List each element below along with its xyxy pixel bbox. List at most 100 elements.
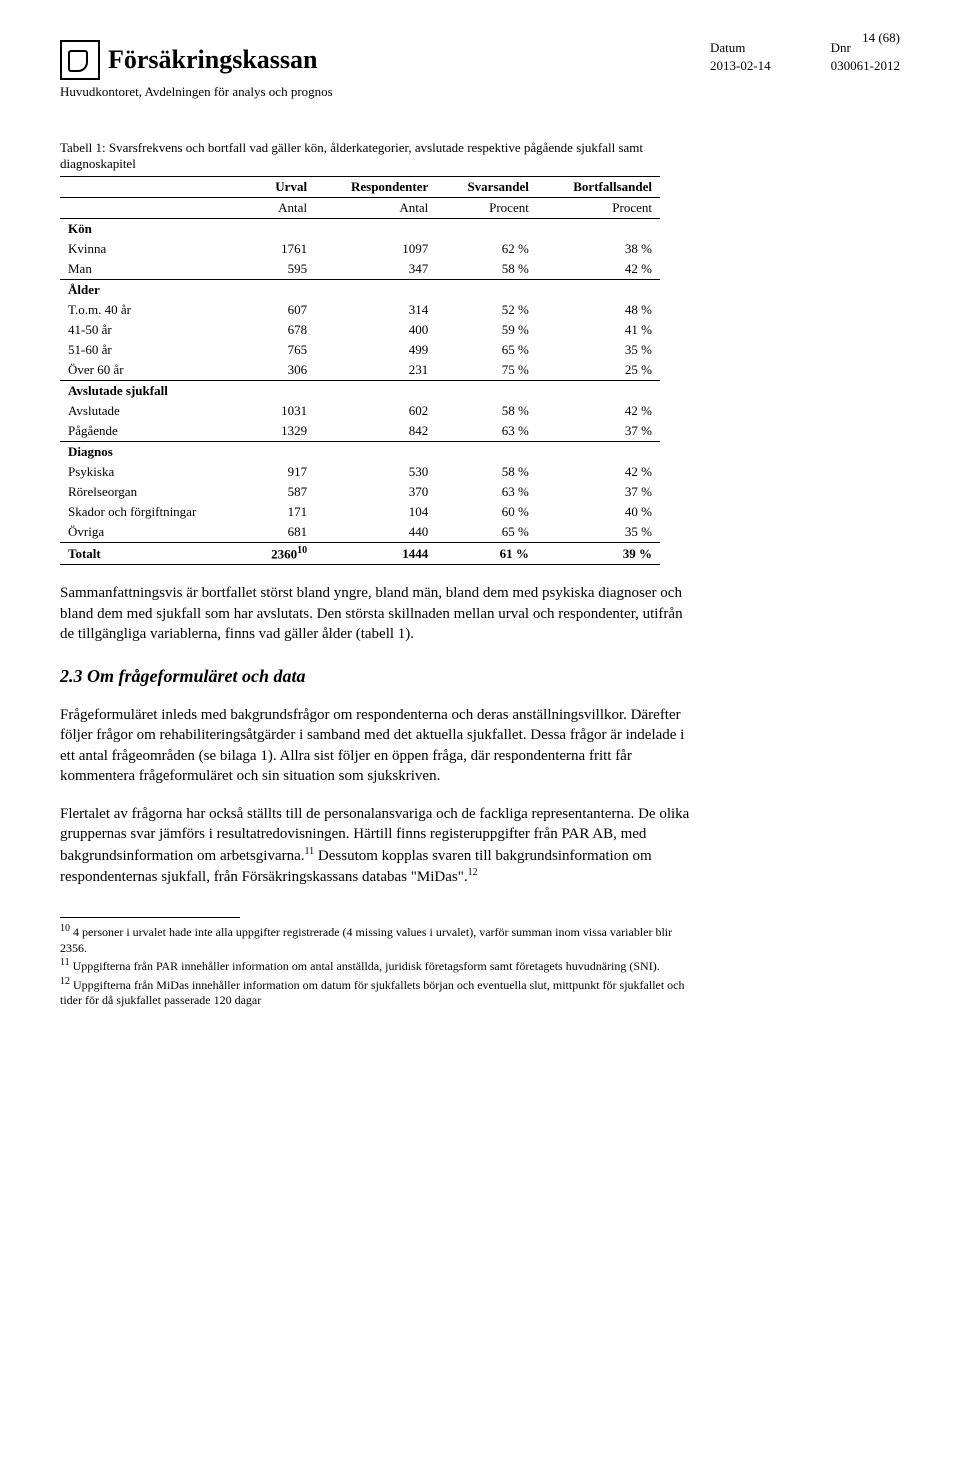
row-value: 60 % [436, 502, 537, 522]
total-value: 1444 [315, 543, 436, 565]
sub-antal2: Antal [315, 198, 436, 219]
row-value: 1329 [248, 421, 316, 442]
row-key: T.o.m. 40 år [60, 300, 248, 320]
total-value: 236010 [248, 543, 316, 565]
row-key: Psykiska [60, 462, 248, 482]
fn11-text: Uppgifterna från PAR innehåller informat… [70, 959, 660, 973]
fn12-text: Uppgifterna från MiDas innehåller inform… [60, 978, 685, 1008]
row-value: 58 % [436, 259, 537, 280]
row-value: 681 [248, 522, 316, 543]
row-value: 75 % [436, 360, 537, 381]
row-value: 530 [315, 462, 436, 482]
sub-procent2: Procent [537, 198, 660, 219]
sup-12: 12 [468, 867, 478, 878]
row-value: 104 [315, 502, 436, 522]
table-section-row: Avslutade sjukfall [60, 381, 660, 402]
row-value: 58 % [436, 401, 537, 421]
row-key: Skador och förgiftningar [60, 502, 248, 522]
row-key: Man [60, 259, 248, 280]
page-header: Försäkringskassan Huvudkontoret, Avdelni… [60, 40, 900, 100]
sub-org: Huvudkontoret, Avdelningen för analys oc… [60, 84, 333, 100]
row-value: 37 % [537, 421, 660, 442]
table-row: T.o.m. 40 år60731452 %48 % [60, 300, 660, 320]
row-value: 587 [248, 482, 316, 502]
logo-text: Försäkringskassan [108, 45, 318, 75]
row-value: 678 [248, 320, 316, 340]
row-key: Kvinna [60, 239, 248, 259]
row-key: Över 60 år [60, 360, 248, 381]
logo-block: Försäkringskassan Huvudkontoret, Avdelni… [60, 40, 333, 100]
row-value: 1031 [248, 401, 316, 421]
th-blank [60, 177, 248, 198]
table-row: Pågående132984263 %37 % [60, 421, 660, 442]
paragraph-2: Frågeformuläret inleds med bakgrundsfråg… [60, 705, 700, 786]
table-row: Övriga68144065 %35 % [60, 522, 660, 543]
table-row: Skador och förgiftningar17110460 %40 % [60, 502, 660, 522]
row-value: 842 [315, 421, 436, 442]
sub-antal1: Antal [248, 198, 316, 219]
sup-11: 11 [305, 846, 315, 857]
row-key: Avslutade [60, 401, 248, 421]
table-row: 51-60 år76549965 %35 % [60, 340, 660, 360]
total-value: 39 % [537, 543, 660, 565]
row-value: 314 [315, 300, 436, 320]
table-total-row: Totalt236010144461 %39 % [60, 543, 660, 565]
section-heading: 2.3 Om frågeformuläret och data [60, 666, 900, 687]
table-row: Psykiska91753058 %42 % [60, 462, 660, 482]
row-value: 48 % [537, 300, 660, 320]
row-value: 38 % [537, 239, 660, 259]
row-value: 400 [315, 320, 436, 340]
row-value: 171 [248, 502, 316, 522]
row-value: 917 [248, 462, 316, 482]
row-value: 231 [315, 360, 436, 381]
row-key: 51-60 år [60, 340, 248, 360]
footnote-12: 12 Uppgifterna från MiDas innehåller inf… [60, 975, 700, 1009]
datum-value: 2013-02-14 [710, 58, 771, 74]
table-row: Kvinna1761109762 %38 % [60, 239, 660, 259]
th-urval: Urval [248, 177, 316, 198]
fn11-sup: 11 [60, 957, 70, 968]
table-subheader-row: Antal Antal Procent Procent [60, 198, 660, 219]
row-value: 62 % [436, 239, 537, 259]
row-value: 35 % [537, 340, 660, 360]
meta-datum: Datum 2013-02-14 [710, 40, 771, 74]
paragraph-3: Flertalet av frågorna har också ställts … [60, 804, 700, 887]
sub-procent1: Procent [436, 198, 537, 219]
dnr-value: 030061-2012 [831, 58, 900, 74]
table-section-row: Kön [60, 219, 660, 240]
row-value: 602 [315, 401, 436, 421]
section-label: Kön [60, 219, 660, 240]
th-svarsandel: Svarsandel [436, 177, 537, 198]
total-value: 61 % [436, 543, 537, 565]
row-value: 40 % [537, 502, 660, 522]
table-row: Rörelseorgan58737063 %37 % [60, 482, 660, 502]
row-value: 42 % [537, 462, 660, 482]
row-value: 63 % [436, 482, 537, 502]
row-key: 41-50 år [60, 320, 248, 340]
footnote-rule [60, 917, 240, 918]
footnote-10: 10 4 personer i urvalet hade inte alla u… [60, 922, 700, 956]
th-respondenter: Respondenter [315, 177, 436, 198]
table-section-row: Diagnos [60, 442, 660, 463]
row-value: 63 % [436, 421, 537, 442]
row-value: 440 [315, 522, 436, 543]
row-value: 499 [315, 340, 436, 360]
th-bortfallsandel: Bortfallsandel [537, 177, 660, 198]
row-key: Pågående [60, 421, 248, 442]
table-caption: Tabell 1: Svarsfrekvens och bortfall vad… [60, 140, 660, 172]
row-value: 37 % [537, 482, 660, 502]
paragraph-summary: Sammanfattningsvis är bortfallet störst … [60, 583, 700, 644]
row-value: 607 [248, 300, 316, 320]
table-section-row: Ålder [60, 280, 660, 301]
frequency-table: Urval Respondenter Svarsandel Bortfallsa… [60, 176, 660, 565]
sub-blank [60, 198, 248, 219]
row-value: 347 [315, 259, 436, 280]
fk-logo-icon [60, 40, 100, 80]
footnote-list: 10 4 personer i urvalet hade inte alla u… [60, 922, 700, 1009]
row-value: 52 % [436, 300, 537, 320]
datum-label: Datum [710, 40, 771, 56]
row-value: 1097 [315, 239, 436, 259]
row-value: 306 [248, 360, 316, 381]
row-value: 1761 [248, 239, 316, 259]
row-value: 595 [248, 259, 316, 280]
